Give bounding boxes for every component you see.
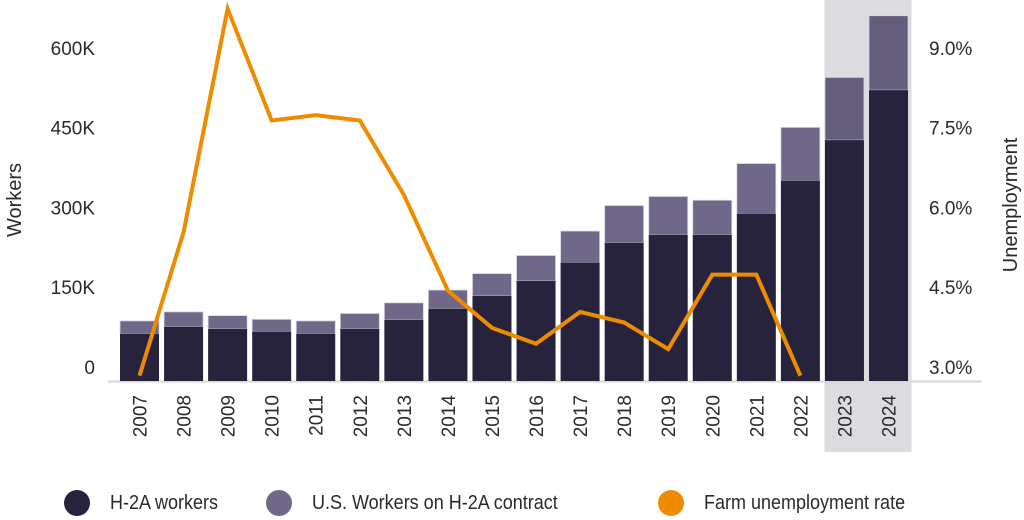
y2-tick-label: 4.5% — [929, 278, 972, 299]
x-tick-label: 2016 — [527, 395, 548, 437]
bar-us-workers-2024 — [869, 16, 908, 90]
legend-label: Farm unemployment rate — [704, 492, 905, 515]
bar-us-workers-2009 — [208, 316, 247, 329]
bar-h2a-workers-2022 — [781, 181, 820, 381]
x-tick-label: 2010 — [263, 395, 284, 437]
x-tick-label: 2022 — [791, 395, 812, 437]
bar-h2a-workers-2023 — [825, 140, 864, 381]
legend-item-h2a-workers: H-2A workers — [64, 490, 230, 516]
x-tick-label: 2014 — [439, 395, 460, 438]
x-tick-label: 2011 — [307, 395, 328, 436]
x-tick-label: 2013 — [395, 395, 416, 437]
bar-h2a-workers-2012 — [340, 329, 379, 381]
legend-label: H-2A workers — [110, 492, 218, 515]
bar-h2a-workers-2016 — [517, 281, 556, 381]
x-tick-label: 2021 — [747, 395, 768, 437]
legend-swatch-us-workers — [266, 490, 292, 516]
bar-us-workers-2017 — [561, 231, 600, 262]
x-tick-label: 2018 — [615, 395, 636, 437]
bar-us-workers-2016 — [517, 256, 556, 282]
bar-h2a-workers-2024 — [869, 90, 908, 381]
legend-label: U.S. Workers on H-2A contract — [312, 492, 558, 515]
x-tick-label: 2023 — [835, 395, 856, 437]
x-tick-label: 2024 — [880, 395, 901, 438]
bar-h2a-workers-2018 — [605, 243, 644, 381]
bar-h2a-workers-2009 — [208, 329, 247, 381]
y-tick-label: 450K — [51, 119, 96, 140]
bar-us-workers-2012 — [340, 313, 379, 328]
y-tick-label: 150K — [51, 278, 96, 299]
y2-tick-label: 6.0% — [929, 198, 972, 219]
bar-h2a-workers-2013 — [384, 320, 423, 381]
bar-h2a-workers-2011 — [296, 334, 335, 381]
y2-tick-label: 7.5% — [929, 119, 972, 140]
y2-tick-label: 3.0% — [929, 358, 972, 379]
y2-tick-label: 9.0% — [929, 39, 972, 60]
legend-swatch-unemployment — [658, 490, 684, 516]
x-tick-label: 2007 — [131, 395, 152, 437]
bar-us-workers-2019 — [649, 196, 688, 234]
x-tick-label: 2008 — [175, 395, 196, 437]
bar-us-workers-2010 — [252, 319, 291, 331]
bar-us-workers-2013 — [384, 303, 423, 320]
y-tick-label: 300K — [51, 198, 96, 219]
y-axis-title: Workers — [4, 163, 26, 237]
bar-h2a-workers-2008 — [164, 327, 203, 381]
bar-us-workers-2021 — [737, 164, 776, 214]
x-tick-label: 2017 — [571, 395, 592, 437]
y-tick-label: 0 — [84, 358, 95, 379]
bar-us-workers-2008 — [164, 312, 203, 327]
x-tick-label: 2015 — [483, 395, 504, 437]
y2-axis-title: Unemployment — [1000, 137, 1022, 272]
bar-us-workers-2018 — [605, 206, 644, 243]
bar-h2a-workers-2015 — [472, 296, 511, 381]
legend-swatch-h2a-workers — [64, 490, 90, 516]
y-tick-label: 600K — [51, 39, 96, 60]
legend: H-2A workers U.S. Workers on H-2A contra… — [0, 490, 1024, 520]
bar-h2a-workers-2020 — [693, 235, 732, 381]
bar-us-workers-2011 — [296, 321, 335, 334]
bar-us-workers-2020 — [693, 200, 732, 235]
x-tick-label: 2020 — [703, 395, 724, 437]
bar-us-workers-2015 — [472, 274, 511, 296]
bar-h2a-workers-2019 — [649, 235, 688, 381]
x-tick-label: 2019 — [659, 395, 680, 437]
x-tick-label: 2009 — [219, 395, 240, 437]
bar-us-workers-2022 — [781, 127, 820, 180]
legend-item-us-workers: U.S. Workers on H-2A contract — [266, 490, 585, 516]
bar-h2a-workers-2010 — [252, 332, 291, 381]
legend-item-unemployment: Farm unemployment rate — [658, 490, 927, 516]
x-tick-label: 2012 — [351, 395, 372, 437]
bar-us-workers-2023 — [825, 77, 864, 140]
bar-h2a-workers-2014 — [428, 309, 467, 381]
bar-h2a-workers-2021 — [737, 214, 776, 381]
